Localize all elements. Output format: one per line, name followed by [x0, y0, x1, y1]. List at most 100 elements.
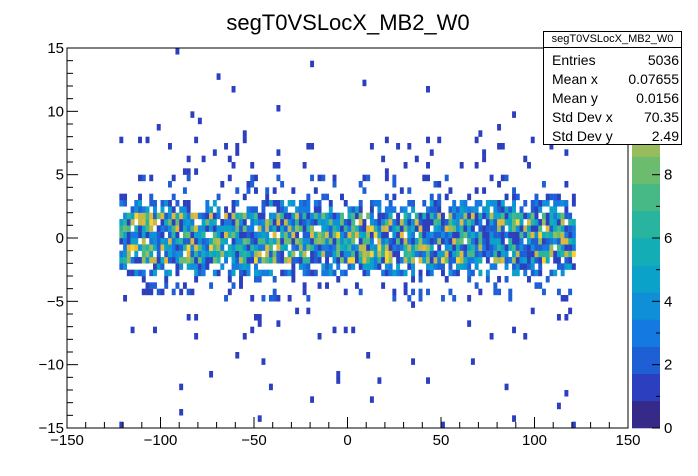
heatmap-cell — [500, 174, 505, 182]
heatmap-cell — [564, 200, 569, 207]
heatmap-cell — [126, 250, 131, 258]
heatmap-cell — [287, 212, 292, 220]
heatmap-cell — [527, 212, 531, 220]
heatmap-cell — [452, 244, 457, 251]
heatmap-cell — [246, 225, 251, 232]
heatmap-cell — [149, 212, 154, 220]
heatmap-cell — [541, 219, 546, 226]
heatmap-cell — [164, 282, 169, 289]
heatmap-cell — [138, 231, 142, 239]
heatmap-cell — [388, 212, 393, 220]
heatmap-cell — [340, 269, 344, 277]
heatmap-cell — [197, 244, 202, 251]
heatmap-cell — [354, 257, 359, 264]
heatmap-cell — [134, 200, 139, 207]
heatmap-cell — [519, 257, 524, 264]
heatmap-cell — [276, 206, 281, 213]
heatmap-cell — [422, 200, 427, 207]
heatmap-cell — [474, 238, 479, 245]
heatmap-cell — [571, 193, 576, 201]
heatmap-cell — [194, 136, 199, 144]
heatmap-cell — [485, 200, 490, 207]
heatmap-cell — [512, 250, 516, 258]
heatmap-cell — [407, 187, 412, 194]
heatmap-cell — [369, 231, 374, 239]
heatmap-cell — [317, 219, 322, 226]
heatmap-cell — [325, 238, 329, 245]
heatmap-cell — [328, 231, 333, 239]
heatmap-cell — [527, 231, 531, 239]
heatmap-cell — [261, 269, 266, 277]
heatmap-cell — [381, 219, 386, 226]
heatmap-cell — [231, 269, 236, 277]
heatmap-cell — [242, 130, 247, 137]
heatmap-cell — [317, 250, 322, 258]
heatmap-cell — [381, 212, 386, 220]
heatmap-cell — [497, 257, 502, 264]
heatmap-cell — [321, 225, 326, 232]
heatmap-cell — [556, 200, 561, 207]
heatmap-cell — [564, 231, 569, 239]
heatmap-cell — [123, 263, 128, 270]
heatmap-cell — [246, 257, 251, 264]
heatmap-cell — [523, 263, 528, 270]
heatmap-cell — [392, 238, 397, 245]
heatmap-cell — [164, 269, 169, 277]
heatmap-cell — [530, 238, 535, 245]
heatmap-cell — [381, 244, 386, 251]
heatmap-cell — [126, 231, 131, 239]
heatmap-cell — [336, 231, 341, 239]
heatmap-cell — [362, 244, 367, 251]
heatmap-cell — [336, 257, 341, 264]
heatmap-cell — [493, 225, 498, 232]
heatmap-cell — [149, 225, 154, 232]
heatmap-cell — [246, 250, 251, 258]
heatmap-cell — [313, 219, 318, 226]
heatmap-cell — [201, 257, 206, 264]
heatmap-cell — [381, 225, 386, 232]
heatmap-cell — [429, 206, 434, 213]
heatmap-cell — [422, 225, 427, 232]
heatmap-cell — [467, 238, 472, 245]
heatmap-cell — [414, 238, 419, 245]
heatmap-cell — [441, 295, 445, 302]
heatmap-cell — [145, 206, 150, 213]
heatmap-cell — [369, 396, 374, 403]
y-tick-label: 0 — [56, 230, 64, 247]
heatmap-cell — [175, 212, 180, 220]
stats-title: segT0VSLocX_MB2_W0 — [544, 32, 681, 48]
heatmap-cell — [354, 231, 359, 239]
y-axis: −15 −10 −5 0 5 10 15 — [39, 40, 78, 437]
heatmap-cell — [295, 244, 300, 251]
heatmap-cell — [310, 231, 315, 239]
heatmap-cell — [336, 371, 341, 378]
heatmap-cell — [392, 181, 397, 188]
heatmap-cell — [325, 269, 329, 277]
heatmap-cell — [310, 396, 315, 403]
heatmap-cell — [291, 257, 296, 264]
heatmap-cell — [441, 421, 445, 429]
heatmap-cell — [369, 257, 374, 264]
heatmap-cell — [351, 244, 356, 251]
heatmap-cell — [452, 212, 457, 220]
heatmap-cell — [328, 263, 333, 270]
heatmap-cell — [306, 307, 311, 315]
heatmap-cell — [313, 244, 318, 251]
x-tick-label: 0 — [343, 432, 351, 449]
heatmap-cell — [246, 181, 251, 188]
heatmap-cell — [377, 244, 382, 251]
heatmap-cell — [489, 200, 494, 207]
heatmap-cell — [216, 212, 221, 220]
heatmap-cell — [153, 212, 157, 220]
heatmap-cell — [358, 288, 363, 296]
heatmap-cell — [231, 250, 236, 258]
heatmap-cell — [470, 358, 475, 365]
heatmap-cell — [396, 257, 401, 264]
heatmap-cell — [530, 206, 535, 213]
heatmap-cell — [437, 181, 442, 188]
heatmap-cell — [452, 257, 457, 264]
heatmap-cell — [448, 257, 453, 264]
heatmap-cell — [280, 250, 285, 258]
heatmap-cell — [534, 219, 539, 226]
heatmap-cell — [201, 225, 206, 232]
